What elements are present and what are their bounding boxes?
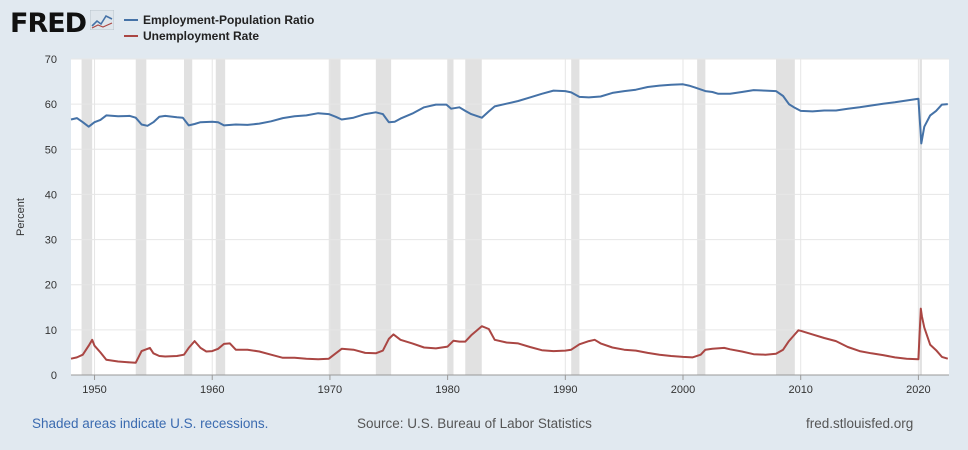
site-link[interactable]: fred.stlouisfed.org [806,416,914,431]
x-tick-label: 2020 [906,384,930,396]
y-tick-label: 50 [45,144,57,156]
y-tick-label: 0 [51,370,57,382]
recession-band [81,59,93,375]
recession-shading [81,59,922,375]
x-tick-label: 1970 [318,384,342,396]
recession-band [571,59,580,375]
recession-band [447,59,454,375]
y-tick-label: 30 [45,235,57,247]
y-tick-label: 10 [45,325,57,337]
recession-band [135,59,147,375]
legend-item-employment-population-ratio[interactable]: Employment-Population Ratio [124,12,314,28]
recession-band [183,59,193,375]
x-tick-label: 1960 [200,384,224,396]
y-axis-label: Percent [15,198,27,236]
gridlines [71,58,949,376]
series-lines [70,83,949,364]
recession-band [697,59,706,375]
plot-area [71,59,949,375]
x-tick-label: 1950 [82,384,106,396]
chart-legend: Employment-Population Ratio Unemployment… [124,12,314,44]
fred-chart-icon [90,10,114,30]
y-tick-label: 70 [45,54,57,66]
legend-label: Unemployment Rate [143,29,260,43]
recession-band [465,59,482,375]
series-line-employment-population-ratio[interactable] [70,83,948,145]
axes: 0 10 20 30 40 50 60 70 1950 1960 1970 1980 1990 2000 2… [45,54,949,396]
y-tick-label: 60 [45,99,57,111]
legend-label: Employment-Population Ratio [143,13,315,27]
recession-band [919,59,922,375]
recession-band [215,59,226,375]
recession-note-link[interactable]: Shaded areas indicate U.S. recessions. [32,416,269,431]
x-tick-label: 1980 [435,384,459,396]
x-tick-label: 2010 [788,384,812,396]
recession-band [375,59,392,375]
legend-swatch [124,35,138,37]
series-line-unemployment-rate[interactable] [70,307,949,364]
recession-band [775,59,795,375]
y-tick-label: 20 [45,280,57,292]
legend-item-unemployment-rate[interactable]: Unemployment Rate [124,28,314,44]
x-tick-label: 2000 [671,384,695,396]
source-link[interactable]: Source: U.S. Bureau of Labor Statistics [357,416,592,431]
recession-band [328,59,341,375]
line-chart: 0 10 20 30 40 50 60 70 1950 1960 1970 1980 1990 2000 2… [15,54,949,396]
x-tick-label: 1990 [553,384,577,396]
y-tick-label: 40 [45,189,57,201]
legend-swatch [124,19,138,21]
fred-logo[interactable]: FRED [10,8,87,39]
